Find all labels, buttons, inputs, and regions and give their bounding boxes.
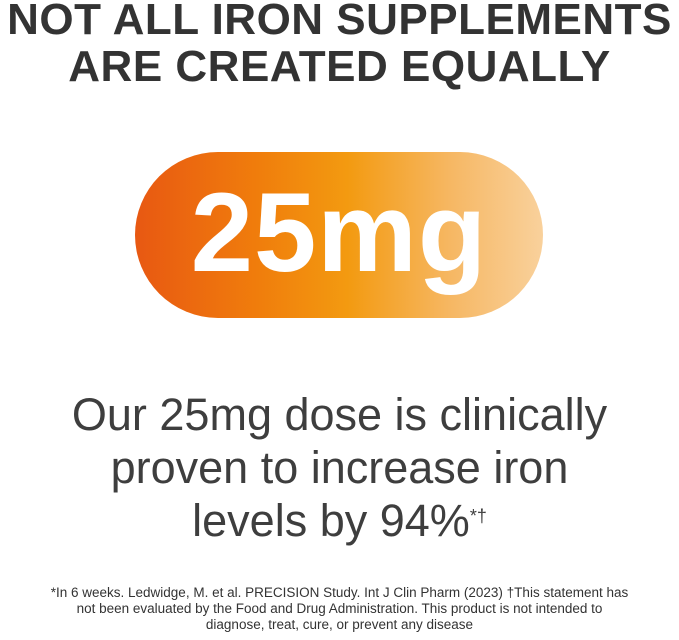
claim-line-3-text: levels by 94% bbox=[192, 495, 470, 546]
headline-line-2: ARE CREATED EQUALLY bbox=[68, 42, 611, 91]
headline: NOT ALL IRON SUPPLEMENTS ARE CREATED EQU… bbox=[0, 0, 679, 90]
claim-line-2: proven to increase iron bbox=[110, 442, 569, 493]
footnote-line-1: *In 6 weeks. Ledwidge, M. et al. PRECISI… bbox=[50, 585, 629, 600]
footnote-line-2: not been evaluated by the Food and Drug … bbox=[76, 601, 603, 616]
dose-badge: 25mg bbox=[135, 152, 543, 318]
dose-label: 25mg bbox=[190, 169, 488, 295]
claim-line-3: levels by 94%*† bbox=[0, 494, 679, 547]
footnote-marks: *† bbox=[469, 506, 487, 526]
footnote-line-3: diagnose, treat, cure, or prevent any di… bbox=[205, 617, 474, 632]
clinical-claim: Our 25mg dose is clinically proven to in… bbox=[0, 388, 679, 547]
claim-line-1: Our 25mg dose is clinically bbox=[71, 389, 608, 440]
headline-line-1: NOT ALL IRON SUPPLEMENTS bbox=[7, 0, 672, 44]
footnote: *In 6 weeks. Ledwidge, M. et al. PRECISI… bbox=[0, 585, 679, 633]
